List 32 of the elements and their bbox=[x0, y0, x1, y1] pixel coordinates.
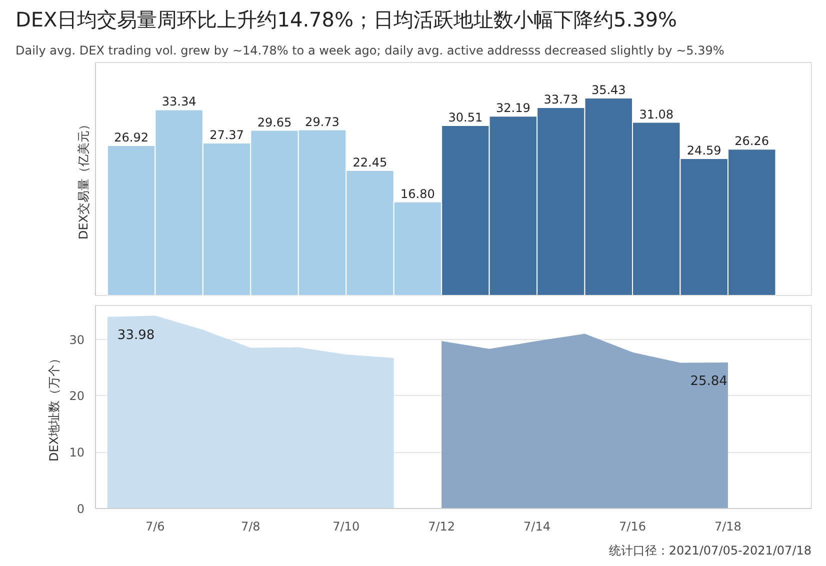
x-tick-label: 7/8 bbox=[240, 520, 260, 534]
data-label: 24.59 bbox=[686, 143, 722, 158]
x-tick-label: 7/6 bbox=[146, 520, 165, 534]
data-label: 22.45 bbox=[352, 155, 388, 170]
data-label: 33.73 bbox=[544, 92, 578, 107]
annotation: 33.98 bbox=[117, 328, 155, 343]
data-label: 35.43 bbox=[591, 83, 626, 98]
y-axis-title: DEX地址数（万个） bbox=[47, 352, 62, 462]
x-tick-label: 7/12 bbox=[428, 520, 456, 534]
y-tick-label: 0 bbox=[76, 502, 85, 516]
data-label: 26.26 bbox=[734, 134, 770, 148]
data-label: 27.37 bbox=[210, 128, 244, 142]
y-tick-label: 30 bbox=[69, 332, 85, 347]
annotation: 25.84 bbox=[690, 374, 728, 389]
x-tick-label: 7/16 bbox=[619, 520, 646, 534]
x-tick-label: 7/14 bbox=[524, 520, 551, 534]
data-label: 26.92 bbox=[114, 130, 148, 144]
data-label: 33.34 bbox=[162, 94, 196, 109]
y-tick-label: 10 bbox=[69, 446, 85, 460]
data-label: 32.19 bbox=[496, 101, 530, 116]
data-label: 30.51 bbox=[448, 110, 483, 124]
data-label: 29.73 bbox=[305, 114, 340, 129]
data-label: 29.65 bbox=[257, 115, 292, 130]
text: 统计口径：2021/07/05-2021/07/18 bbox=[608, 544, 812, 558]
data-label: 16.80 bbox=[400, 186, 435, 201]
chart-subtitle: Daily avg. DEX trading vol. grew by ~14.78% to a week ago; daily avg. active addresss decreased slightly by ~5.39% bbox=[16, 44, 724, 58]
y-tick-label: 20 bbox=[69, 389, 85, 404]
x-tick-label: 7/10 bbox=[332, 520, 360, 534]
data-label: 31.08 bbox=[639, 107, 674, 122]
chart-title: DEX日均交易量周环比上升约14.78%；日均活跃地址数小幅下降约5.39% bbox=[16, 8, 678, 32]
x-tick-label: 7/18 bbox=[714, 520, 742, 534]
y-axis-title: DEX交易量（亿美元） bbox=[76, 118, 90, 240]
